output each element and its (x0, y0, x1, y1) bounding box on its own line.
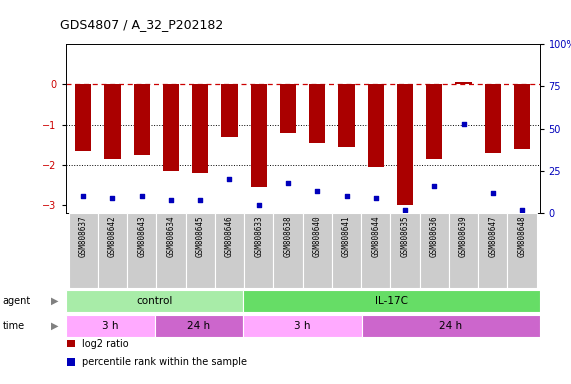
Point (430, 183, 439, 189)
Text: GSM808646: GSM808646 (225, 215, 234, 257)
Bar (186, 213, 215, 288)
Point (400, 207, 409, 213)
Point (371, 195, 380, 201)
Text: GSM808641: GSM808641 (342, 215, 351, 257)
Bar (514, 84, 530, 149)
Bar (456, 81, 472, 84)
Bar (280, 84, 296, 132)
Text: ▶: ▶ (51, 321, 59, 331)
Bar (362, 315, 540, 337)
Bar (104, 84, 120, 159)
Bar (332, 213, 361, 288)
Text: agent: agent (3, 296, 31, 306)
Text: GSM808642: GSM808642 (108, 215, 117, 257)
Bar (192, 84, 208, 173)
Text: GSM808648: GSM808648 (517, 215, 526, 257)
Text: IL-17C: IL-17C (375, 296, 408, 306)
Bar (339, 84, 355, 147)
Bar (420, 213, 449, 288)
Text: log2 ratio: log2 ratio (82, 339, 128, 349)
Text: 3 h: 3 h (102, 321, 118, 331)
Bar (508, 213, 537, 288)
Bar (98, 213, 127, 288)
Bar (75, 84, 91, 151)
Point (225, 176, 234, 182)
Text: GSM808639: GSM808639 (459, 215, 468, 257)
Bar (243, 315, 362, 337)
Point (166, 197, 175, 203)
Bar (69, 213, 98, 288)
Bar (426, 84, 443, 159)
Bar (66, 315, 155, 337)
Bar (67, 358, 75, 366)
Bar (215, 213, 244, 288)
Text: GSM808644: GSM808644 (371, 215, 380, 257)
Text: GSM808643: GSM808643 (137, 215, 146, 257)
Text: ▶: ▶ (51, 296, 59, 306)
Text: GSM808636: GSM808636 (430, 215, 439, 257)
Text: GSM808634: GSM808634 (167, 215, 175, 257)
Point (517, 207, 526, 213)
Bar (449, 213, 478, 288)
Point (196, 197, 205, 203)
Text: 3 h: 3 h (295, 321, 311, 331)
Point (283, 180, 292, 186)
Bar (127, 213, 156, 288)
Text: GDS4807 / A_32_P202182: GDS4807 / A_32_P202182 (60, 18, 223, 31)
Point (459, 121, 468, 127)
Bar (274, 213, 303, 288)
Text: 24 h: 24 h (439, 321, 463, 331)
Bar (155, 315, 243, 337)
Bar (134, 84, 150, 155)
Text: percentile rank within the sample: percentile rank within the sample (82, 357, 247, 367)
Bar (397, 84, 413, 205)
Point (254, 202, 263, 208)
Point (488, 190, 497, 196)
Text: GSM808635: GSM808635 (400, 215, 409, 257)
Point (108, 195, 117, 201)
Point (313, 188, 322, 194)
Bar (368, 84, 384, 167)
Point (137, 193, 146, 199)
Bar (303, 213, 332, 288)
Bar (244, 213, 274, 288)
Bar (243, 290, 540, 312)
Bar (391, 213, 420, 288)
Bar (309, 84, 325, 143)
Text: time: time (3, 321, 25, 331)
Text: GSM808638: GSM808638 (284, 215, 292, 257)
Text: GSM808647: GSM808647 (488, 215, 497, 257)
Bar (478, 213, 508, 288)
Text: GSM808645: GSM808645 (196, 215, 205, 257)
Text: GSM808633: GSM808633 (254, 215, 263, 257)
Point (79, 193, 88, 199)
Bar (66, 290, 243, 312)
Text: 24 h: 24 h (187, 321, 211, 331)
Bar (222, 84, 238, 137)
Bar (251, 84, 267, 187)
Text: GSM808640: GSM808640 (313, 215, 321, 257)
Text: GSM808637: GSM808637 (79, 215, 88, 257)
Bar (361, 213, 391, 288)
Bar (67, 339, 75, 347)
Bar (163, 84, 179, 171)
Bar (156, 213, 186, 288)
Point (342, 193, 351, 199)
Text: control: control (136, 296, 172, 306)
Bar (485, 84, 501, 153)
